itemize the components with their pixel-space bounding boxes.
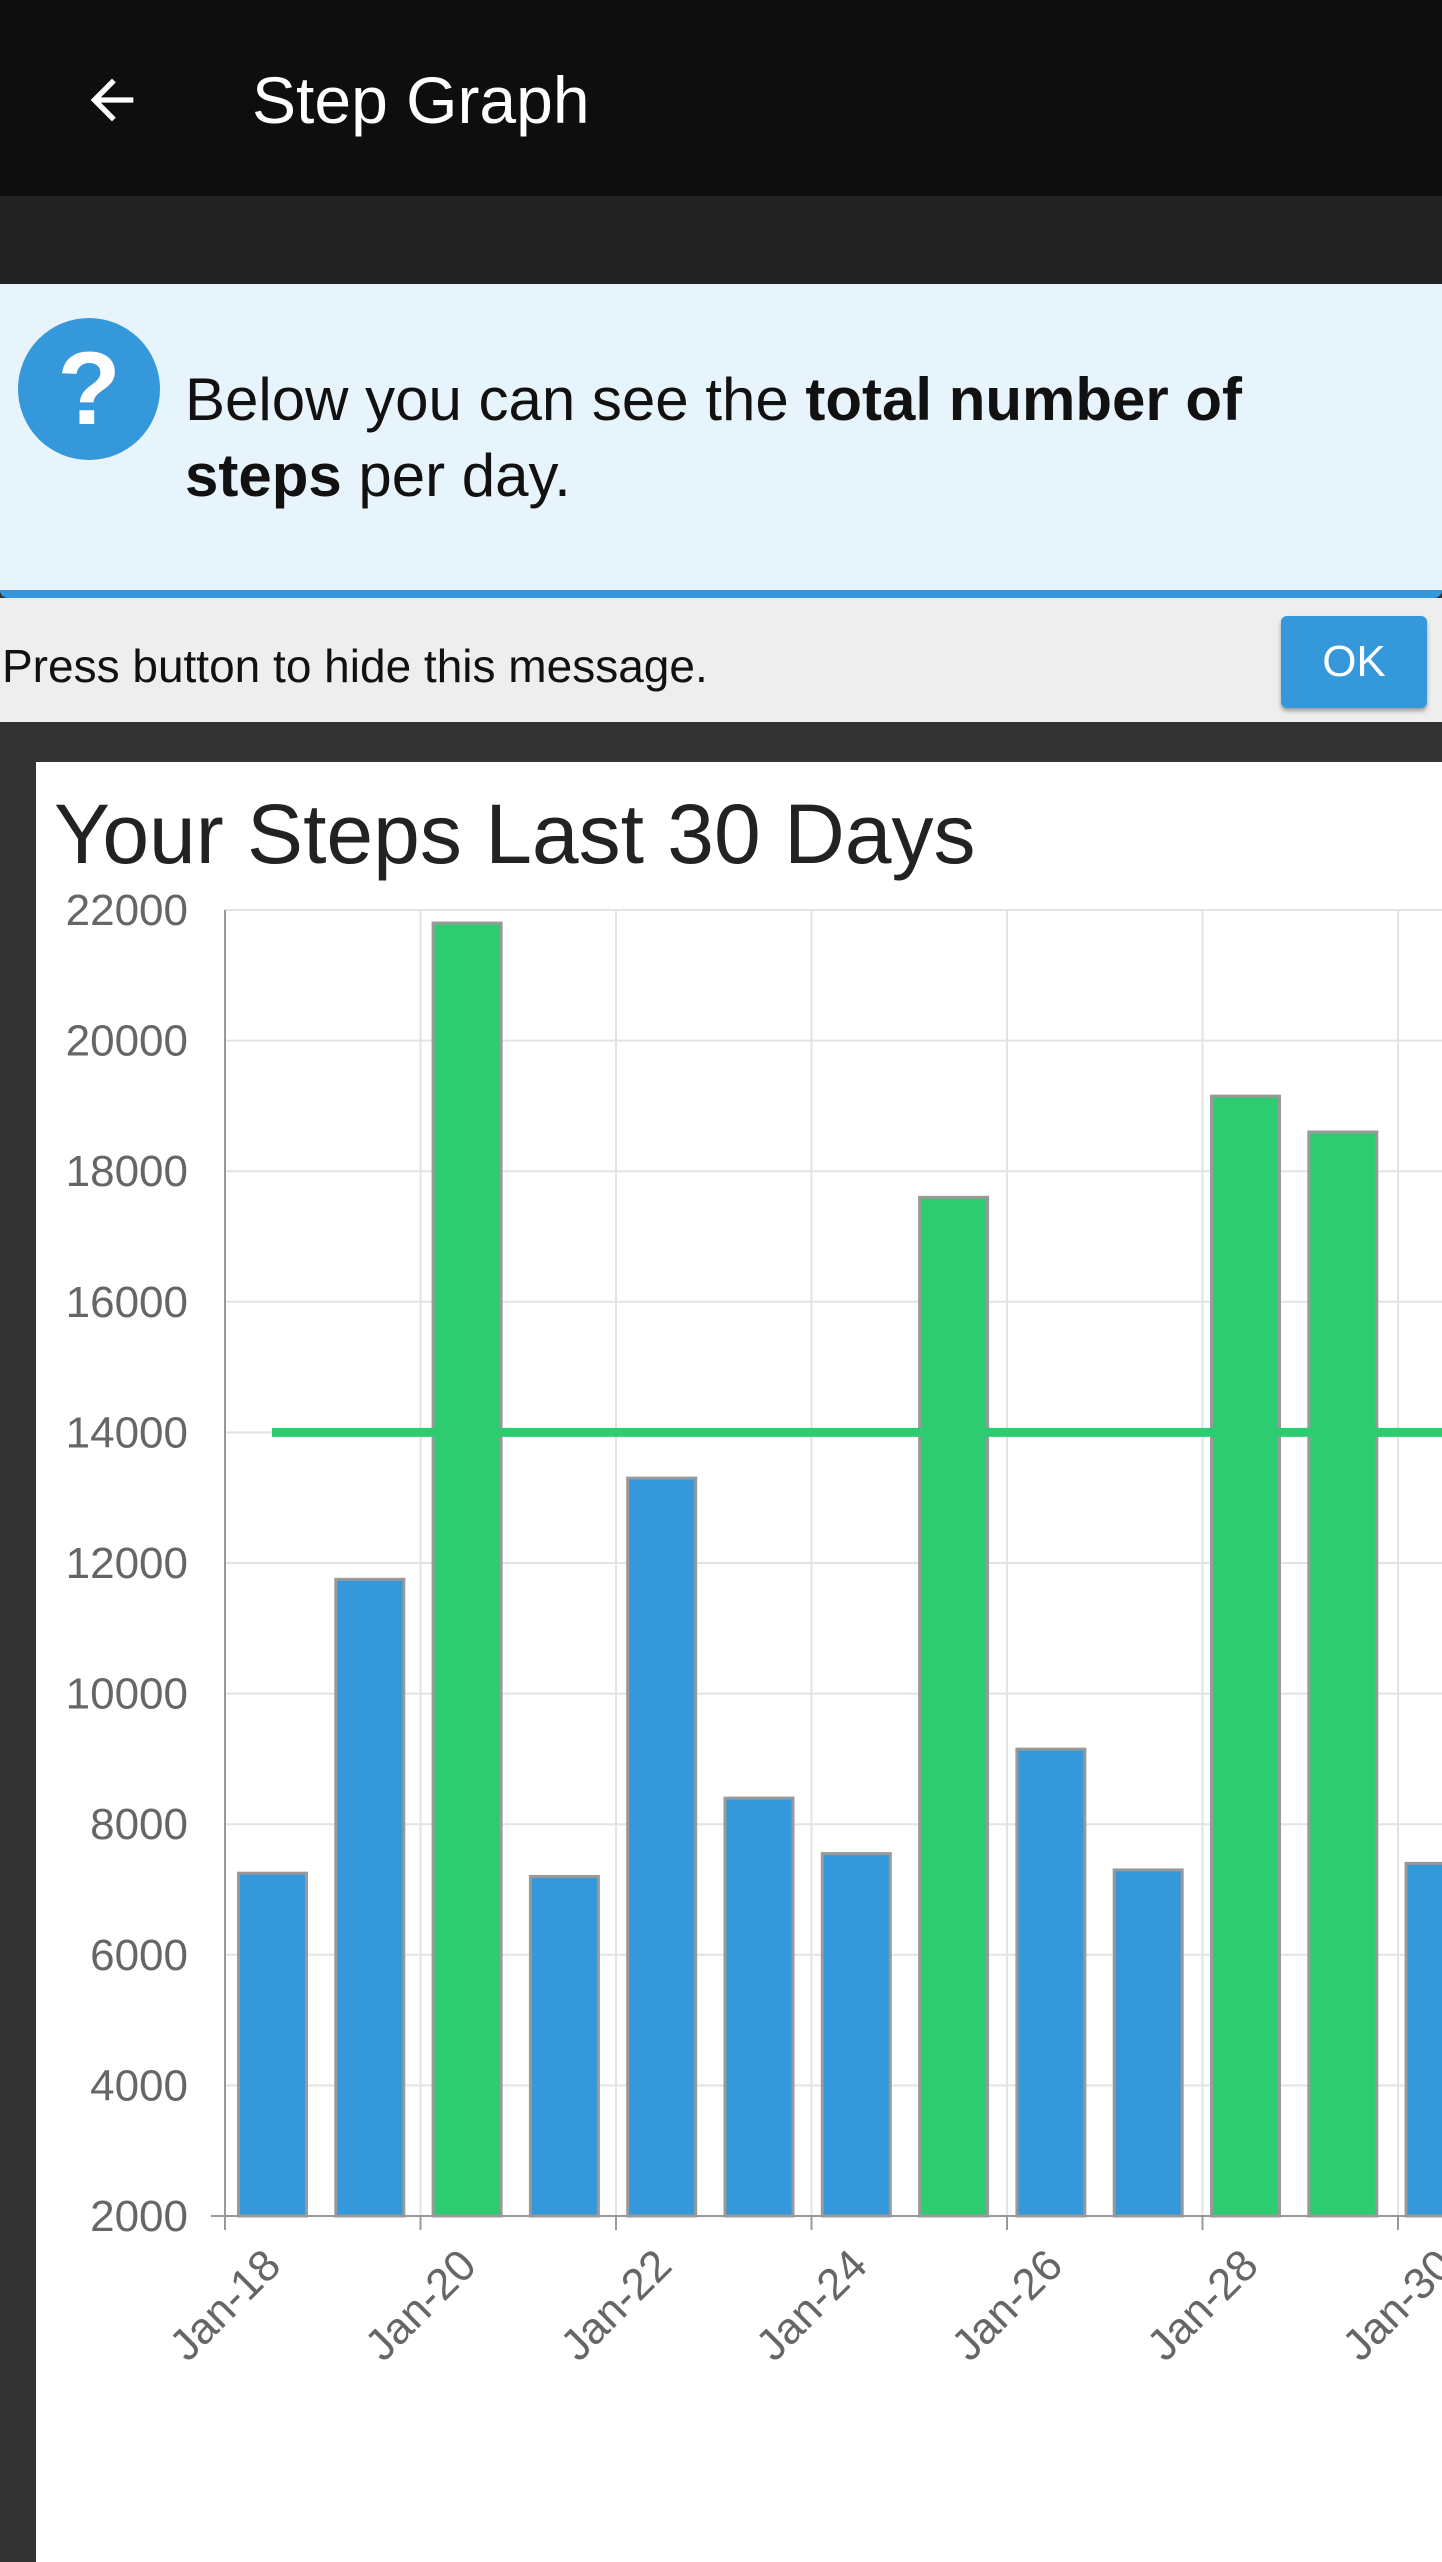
hide-message-text: Press button to hide this message. [2,640,708,692]
bar-jan-21 [528,1874,600,2218]
y-tick-label: 22000 [66,886,188,935]
steps-bar-chart: 2000 4000 6000 8000 10000 12000 14000 16000 1800… [66,886,1442,2370]
page-title: Step Graph [252,63,590,137]
bar-jan-19 [334,1577,406,2218]
bar-jan-24 [820,1852,892,2218]
y-tick-label: 2000 [90,2192,188,2241]
y-tick-label: 20000 [66,1017,188,1066]
chart-title: Your Steps Last 30 Days [54,787,976,881]
x-tick-label: Jan-18 [160,2240,290,2370]
bars [237,921,1442,2218]
axes [211,910,1442,2230]
hide-message-bar: Press button to hide this message. OK [0,598,1442,722]
bar-jan-28 [1210,1094,1281,2218]
x-tick-label: Jan-30 [1333,2240,1442,2370]
y-tick-label: 14000 [66,1408,188,1457]
x-tick-label: Jan-22 [551,2240,681,2370]
x-tick-label: Jan-20 [356,2240,486,2370]
chart-card: Your Steps Last 30 Days 2000 4000 6000 8000… [36,762,1442,2562]
y-tick-label: 8000 [90,1800,188,1849]
info-message-text: Below you can see the total number of st… [185,362,1365,514]
y-tick-label: 6000 [90,1931,188,1980]
x-tick-label: Jan-26 [942,2240,1072,2370]
info-message-box: ? Below you can see the total number of … [0,284,1442,598]
ok-button[interactable]: OK [1281,616,1427,708]
bar-jan-20 [431,921,503,2218]
arrow-left-icon [90,78,134,122]
y-tick-label: 18000 [66,1147,188,1196]
bar-jan-23 [723,1796,795,2218]
info-text-end: per day. [341,442,571,509]
x-tick-label: Jan-24 [747,2240,877,2370]
y-tick-label: 10000 [66,1670,188,1719]
app-bar: Step Graph [0,0,1442,196]
bar-jan-30 [1404,1861,1442,2218]
y-tick-label: 12000 [66,1539,188,1588]
x-tick-label: Jan-28 [1138,2240,1268,2370]
y-tick-label: 4000 [90,2061,188,2110]
back-button[interactable] [60,48,164,152]
info-text-start: Below you can see the [185,366,806,433]
y-tick-label: 16000 [66,1278,188,1327]
bar-jan-18 [237,1871,308,2218]
info-text-bold: total number of steps [185,366,1243,509]
bar-jan-29 [1307,1130,1379,2218]
bar-jan-26 [1015,1747,1087,2218]
bar-jan-25 [918,1195,990,2218]
svg-text:?: ? [57,331,121,447]
header-strip [0,196,1442,284]
bar-jan-27 [1112,1868,1184,2218]
question-circle-icon: ? [18,318,160,460]
bar-jan-22 [626,1476,698,2218]
